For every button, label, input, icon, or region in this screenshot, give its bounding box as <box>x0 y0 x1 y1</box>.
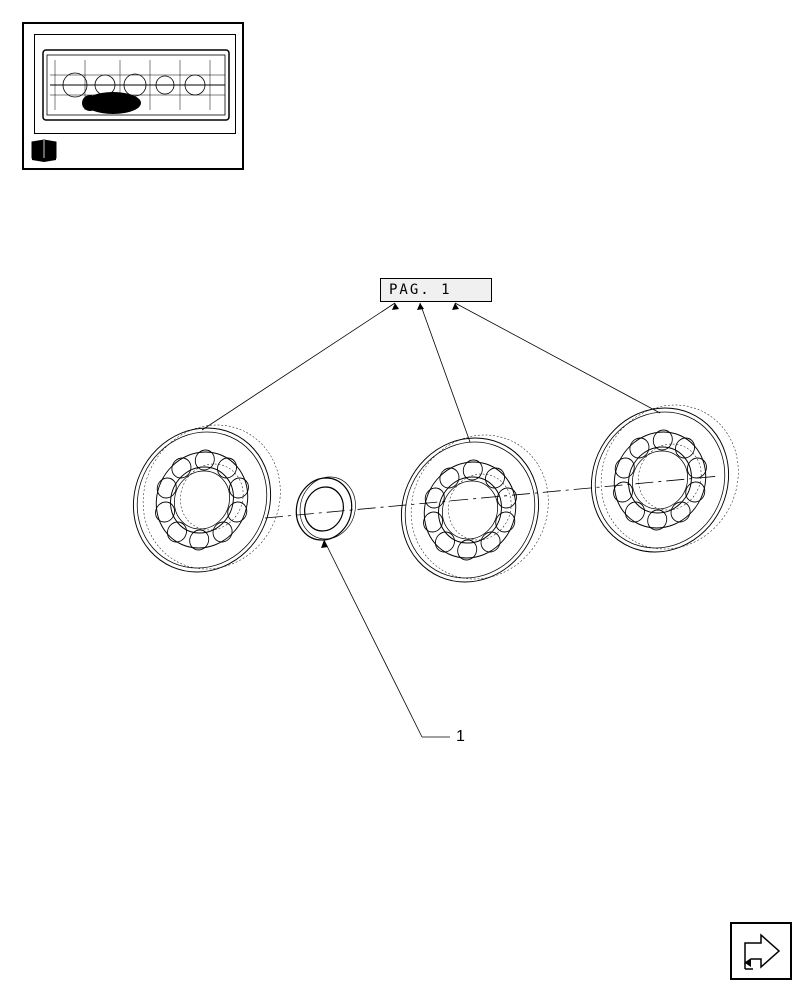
page-arrow-icon <box>739 931 783 971</box>
thumbnail-overview <box>22 22 244 170</box>
callout-1-label: 1 <box>456 728 465 746</box>
bearing-3 <box>587 405 744 552</box>
washer-ring <box>294 477 357 540</box>
thumbnail-schematic <box>34 34 236 134</box>
page-reference-label: PAG. 1 <box>380 278 492 302</box>
callout-1-leader <box>321 540 450 737</box>
bearing-1 <box>129 425 286 572</box>
centerline <box>265 476 720 518</box>
transmission-schematic-icon <box>35 35 237 135</box>
next-page-button[interactable] <box>730 922 792 980</box>
bearing-2 <box>397 435 554 582</box>
book-icon <box>30 138 58 162</box>
leader-lines-top <box>202 303 660 442</box>
page-reference-text: PAG. 1 <box>389 282 452 298</box>
callout-1-text: 1 <box>456 728 465 745</box>
